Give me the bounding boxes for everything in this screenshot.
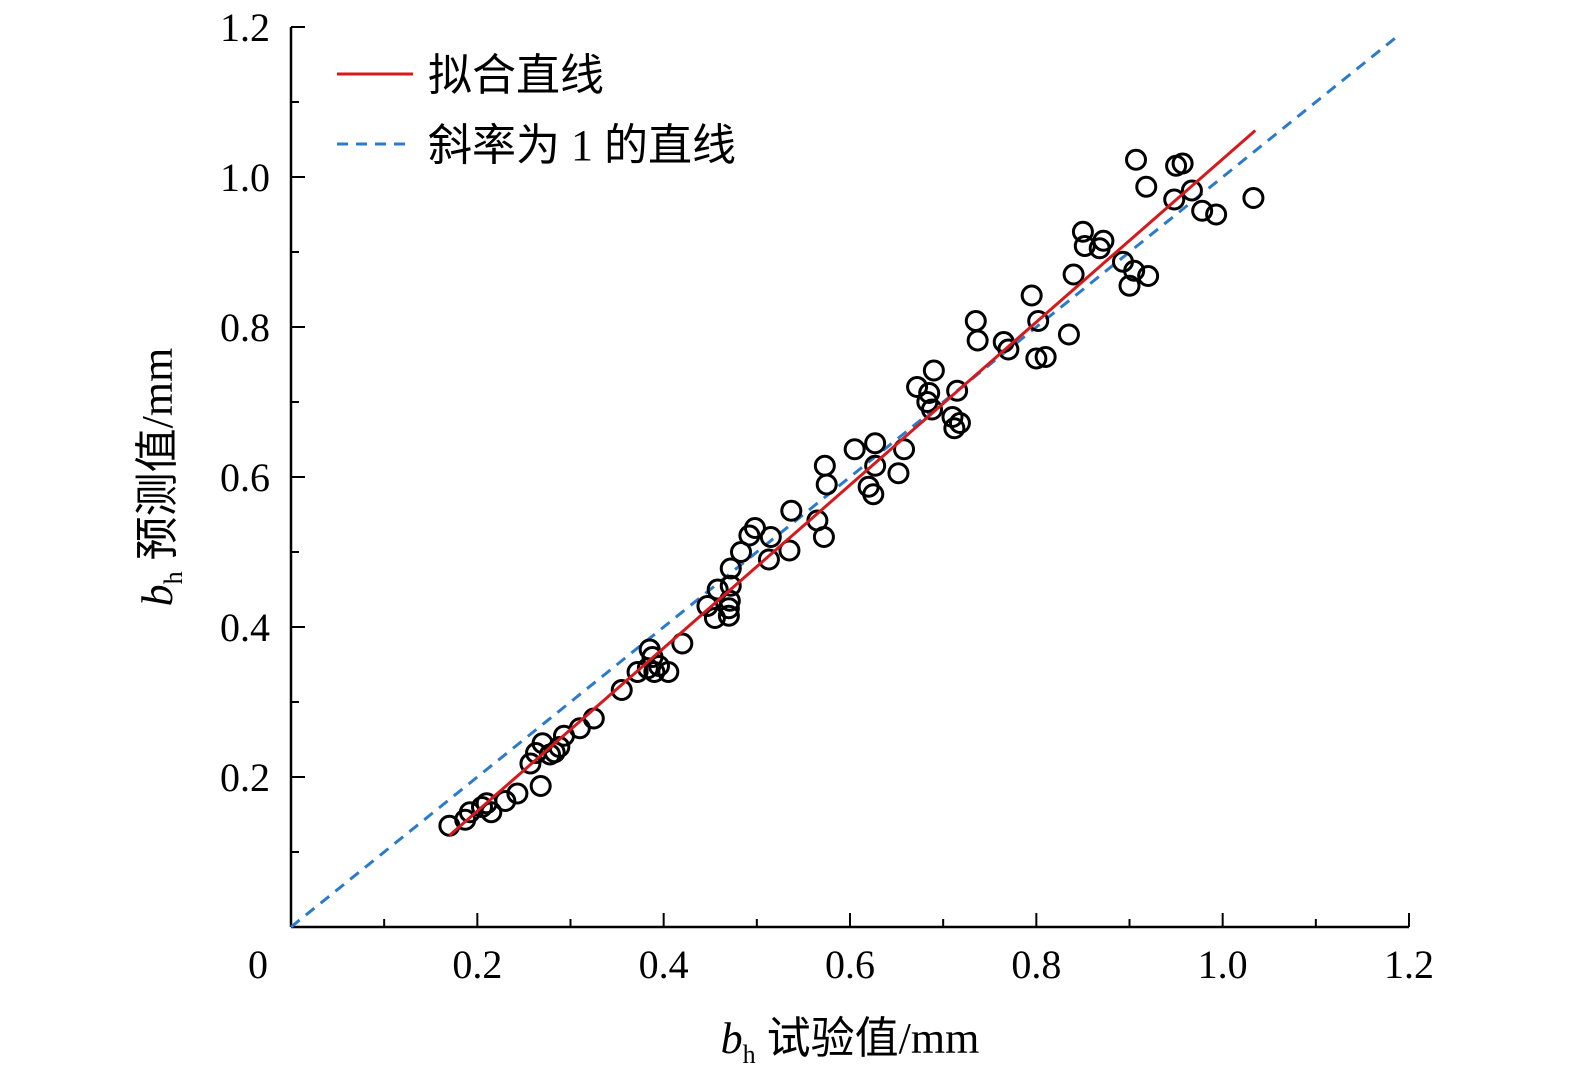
y-tick-label: 0.2	[220, 755, 270, 800]
data-point	[864, 432, 887, 455]
data-point	[1135, 175, 1158, 198]
data-point	[964, 310, 987, 332]
data-point	[582, 707, 605, 730]
fit-line	[448, 129, 1257, 837]
data-point	[1205, 203, 1228, 226]
data-point	[717, 604, 740, 627]
x-axis-label: bh 试验值/mm	[721, 1014, 980, 1069]
data-point	[922, 359, 945, 382]
data-point	[887, 462, 910, 485]
data-point	[862, 483, 885, 506]
data-point	[494, 790, 517, 812]
x-tick-label: 1.2	[1384, 942, 1434, 987]
data-point	[1171, 152, 1194, 175]
data-point	[1191, 199, 1214, 222]
x-tick-label: 1.0	[1198, 942, 1248, 987]
data-point	[780, 499, 803, 522]
y-tick-label: 0.8	[220, 305, 270, 350]
data-point	[813, 454, 836, 477]
data-point	[506, 782, 529, 805]
x-tick-label: 0.4	[639, 942, 689, 987]
data-point	[519, 752, 542, 775]
data-point	[1125, 148, 1148, 171]
data-point	[778, 539, 801, 562]
origin-label: 0	[248, 942, 268, 987]
data-point	[1092, 229, 1115, 252]
data-point	[480, 801, 503, 824]
x-tick-label: 0.8	[1011, 942, 1061, 987]
data-point	[759, 526, 782, 548]
data-point	[815, 473, 838, 496]
data-point	[1180, 179, 1203, 202]
data-point	[948, 412, 971, 434]
data-point	[920, 398, 943, 421]
data-point	[843, 438, 866, 461]
data-point	[966, 329, 989, 352]
data-point	[1123, 259, 1146, 282]
data-point	[1025, 347, 1048, 370]
data-point	[918, 382, 941, 404]
data-point	[696, 595, 719, 617]
data-point	[1062, 263, 1085, 286]
unity-line-layer	[290, 33, 1401, 929]
legend-fit-line-label: 拟合直线	[428, 51, 604, 100]
axis-ticks	[291, 26, 1410, 927]
data-point	[757, 548, 780, 571]
legend-unity-line-label: 斜率为 1 的直线	[428, 121, 736, 170]
data-point	[1027, 310, 1050, 332]
y-tick-label: 1.2	[220, 5, 270, 50]
data-point	[743, 517, 766, 539]
x-tick-label: 0.6	[825, 942, 875, 987]
data-point	[812, 526, 835, 548]
data-points-layer	[438, 148, 1265, 837]
data-point	[719, 557, 742, 580]
y-tick-label: 1.0	[220, 155, 270, 200]
data-point	[1071, 220, 1094, 243]
unity-line	[290, 33, 1401, 929]
data-point	[626, 661, 649, 683]
data-point	[864, 454, 887, 477]
data-point	[1242, 187, 1265, 209]
axis-tick-labels: 0.2 0.4 0.6 0.8 1.0 1.2 0.2 0.4 0.6 0.8 1.0 1.2	[220, 5, 1434, 987]
data-point	[657, 661, 680, 683]
data-point	[943, 417, 966, 440]
data-point	[671, 632, 694, 655]
x-tick-label: 0.2	[452, 942, 502, 987]
legend: 拟合直线 斜率为 1 的直线	[337, 51, 736, 170]
data-point	[458, 801, 481, 824]
y-tick-label: 0.6	[220, 455, 270, 500]
fit-line-layer	[448, 129, 1257, 837]
data-point	[643, 661, 666, 683]
data-point	[946, 379, 969, 402]
y-axis-label: bh 预测值/mm	[133, 348, 188, 607]
data-point	[719, 574, 742, 597]
data-point	[1057, 323, 1080, 346]
data-point	[1020, 284, 1043, 307]
data-point	[610, 679, 633, 701]
data-point	[906, 376, 929, 398]
data-point	[997, 338, 1020, 361]
data-point	[1163, 188, 1186, 211]
y-tick-label: 0.4	[220, 605, 270, 650]
data-point	[717, 597, 740, 620]
data-point	[529, 775, 552, 797]
data-point	[1137, 265, 1160, 287]
data-point	[1034, 346, 1057, 368]
data-point	[1118, 274, 1141, 297]
